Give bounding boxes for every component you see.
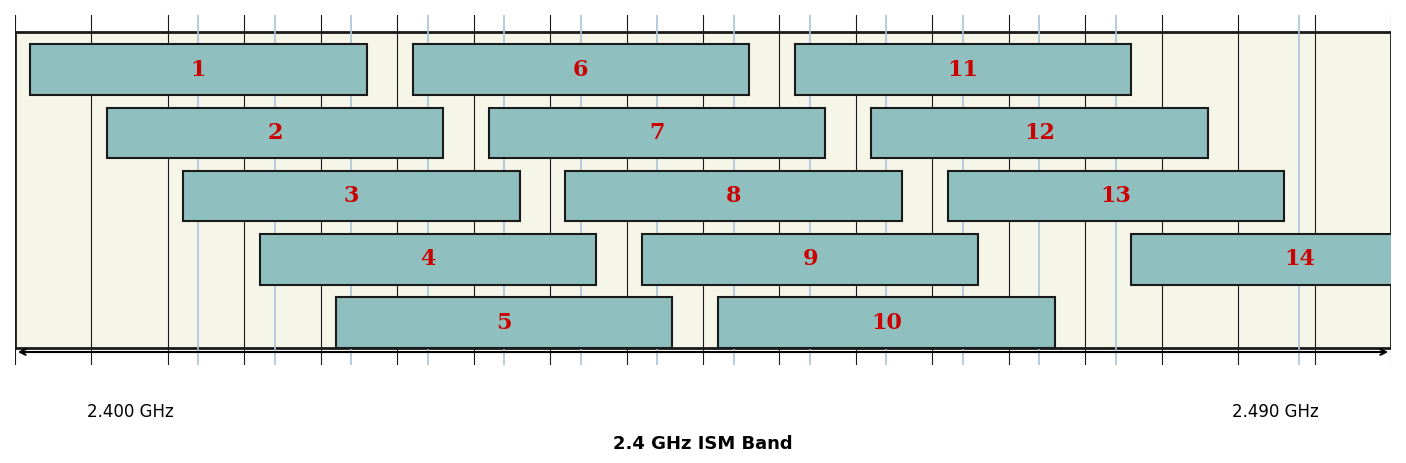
Text: 2.490 GHz: 2.490 GHz xyxy=(1232,403,1319,421)
FancyBboxPatch shape xyxy=(260,234,596,285)
FancyBboxPatch shape xyxy=(643,234,979,285)
Text: 3: 3 xyxy=(343,185,359,207)
Text: 2.4 GHz ISM Band: 2.4 GHz ISM Band xyxy=(613,435,793,453)
FancyBboxPatch shape xyxy=(948,171,1284,221)
Text: 9: 9 xyxy=(803,248,818,270)
FancyBboxPatch shape xyxy=(565,171,901,221)
Text: 2: 2 xyxy=(267,122,283,144)
FancyBboxPatch shape xyxy=(1130,234,1406,285)
Text: 7: 7 xyxy=(650,122,665,144)
FancyBboxPatch shape xyxy=(15,32,1391,348)
Text: 11: 11 xyxy=(948,59,979,81)
FancyBboxPatch shape xyxy=(107,108,443,158)
FancyBboxPatch shape xyxy=(336,297,672,348)
FancyBboxPatch shape xyxy=(489,108,825,158)
Text: 12: 12 xyxy=(1024,122,1054,144)
Text: 4: 4 xyxy=(420,248,436,270)
FancyBboxPatch shape xyxy=(31,44,367,95)
Text: 1: 1 xyxy=(191,59,207,81)
FancyBboxPatch shape xyxy=(794,44,1130,95)
FancyBboxPatch shape xyxy=(412,44,749,95)
Text: 8: 8 xyxy=(725,185,741,207)
Text: 2.400 GHz: 2.400 GHz xyxy=(87,403,174,421)
FancyBboxPatch shape xyxy=(872,108,1208,158)
Text: 10: 10 xyxy=(872,312,901,333)
Text: 14: 14 xyxy=(1284,248,1315,270)
Text: 6: 6 xyxy=(572,59,589,81)
FancyBboxPatch shape xyxy=(718,297,1054,348)
Text: 5: 5 xyxy=(496,312,512,333)
FancyBboxPatch shape xyxy=(183,171,520,221)
Text: 13: 13 xyxy=(1101,185,1132,207)
